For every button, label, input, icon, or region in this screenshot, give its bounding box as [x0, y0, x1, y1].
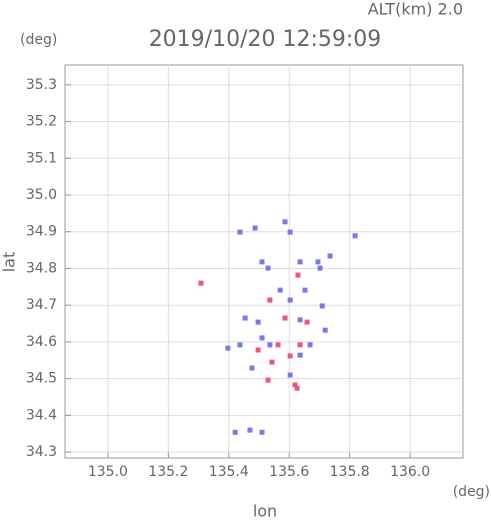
echo-point — [259, 259, 265, 265]
echo-point — [319, 303, 325, 309]
echo-point — [252, 225, 258, 231]
y-unit: (deg) — [20, 32, 57, 48]
echo-point — [297, 342, 303, 348]
x-unit: (deg) — [453, 484, 490, 500]
echo-point — [302, 287, 308, 293]
echo-point — [275, 342, 281, 348]
echo-point — [277, 287, 283, 293]
y-tick-label: 35.0 — [26, 187, 57, 203]
echo-point — [242, 315, 248, 321]
echo-point — [237, 229, 243, 235]
echo-point — [287, 229, 293, 235]
y-tick-label: 35.1 — [26, 150, 57, 166]
echo-point — [225, 345, 231, 351]
echo-point — [267, 297, 273, 303]
x-tick-label: 135.4 — [209, 464, 249, 480]
y-tick-label: 35.2 — [26, 114, 57, 130]
echo-point — [267, 342, 273, 348]
x-tick-label: 135.6 — [269, 464, 309, 480]
echo-point — [322, 327, 328, 333]
y-tick-label: 34.9 — [26, 224, 57, 240]
echo-point — [249, 365, 255, 371]
y-axis-label: lat — [0, 252, 19, 273]
echo-point — [247, 427, 253, 433]
echo-point — [292, 382, 298, 388]
echo-point — [287, 372, 293, 378]
echo-point — [307, 342, 313, 348]
echo-point — [352, 233, 358, 239]
y-tick-label: 35.3 — [26, 77, 57, 93]
echo-point — [259, 429, 265, 435]
echo-point — [304, 319, 310, 325]
echo-point — [297, 317, 303, 323]
echo-point — [282, 315, 288, 321]
echo-point — [265, 265, 271, 271]
x-tick-label: 136.0 — [390, 464, 430, 480]
y-tick-label: 34.8 — [26, 260, 57, 276]
echo-point — [295, 272, 301, 278]
echo-point — [269, 359, 275, 365]
echo-point — [297, 259, 303, 265]
altitude-label: ALT(km) 2.0 — [368, 0, 463, 19]
echo-point — [259, 335, 265, 341]
y-tick-label: 34.6 — [26, 334, 57, 350]
echo-point — [317, 265, 323, 271]
x-tick-label: 135.8 — [330, 464, 370, 480]
y-tick-label: 34.5 — [26, 371, 57, 387]
echo-point — [237, 342, 243, 348]
y-tick-label: 34.4 — [26, 407, 57, 423]
y-tick-label: 34.3 — [26, 444, 57, 460]
x-tick-label: 135.2 — [148, 464, 188, 480]
plot-frame — [64, 64, 464, 459]
chart-title: 2019/10/20 12:59:09 — [149, 27, 382, 52]
x-tick-label: 135.0 — [88, 464, 128, 480]
echo-point — [282, 219, 288, 225]
echo-point — [297, 352, 303, 358]
echo-point — [287, 353, 293, 359]
y-tick-label: 34.7 — [26, 297, 57, 313]
echo-point — [294, 385, 300, 391]
echo-point — [255, 347, 261, 353]
echo-point — [315, 259, 321, 265]
echo-point — [232, 429, 238, 435]
echo-point — [327, 253, 333, 259]
echo-point — [287, 297, 293, 303]
echo-point — [198, 280, 204, 286]
x-axis-label: lon — [253, 502, 277, 521]
echo-point — [265, 377, 271, 383]
echo-point — [255, 319, 261, 325]
